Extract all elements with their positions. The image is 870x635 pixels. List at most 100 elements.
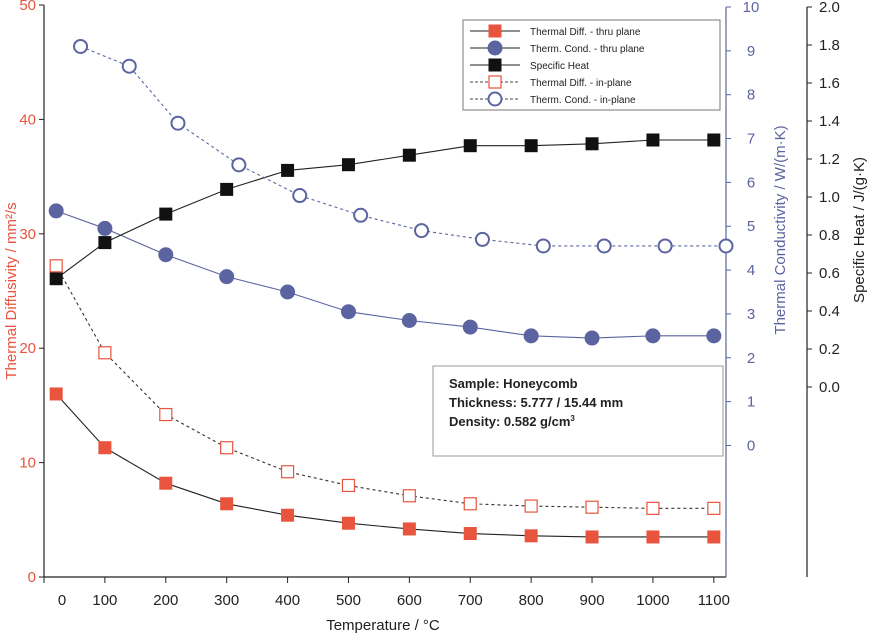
data-point <box>707 133 721 147</box>
data-point <box>402 522 416 536</box>
data-point <box>646 501 660 515</box>
y-right-tick-label: 0.2 <box>819 341 840 358</box>
x-tick-label: 200 <box>153 592 178 609</box>
y-mid-tick-label: 3 <box>747 306 755 323</box>
data-point <box>657 238 673 254</box>
y-left-tick-label: 10 <box>19 455 36 472</box>
data-point <box>462 319 478 335</box>
y-mid-tick-label: 0 <box>747 437 755 454</box>
data-point <box>98 441 112 455</box>
sample-info-box: Sample: Honeycomb Thickness: 5.777 / 15.… <box>432 365 724 457</box>
y-left-tick-label: 20 <box>19 340 36 357</box>
data-point <box>280 284 296 300</box>
data-point <box>596 238 612 254</box>
x-tick-label: 700 <box>458 592 483 609</box>
data-point <box>121 58 137 74</box>
data-point <box>98 346 112 360</box>
y-right-tick-label: 1.2 <box>819 151 840 168</box>
data-point <box>292 188 308 204</box>
series-1 <box>48 203 722 346</box>
y-right-axis-title: Specific Heat / J/(g·K) <box>851 157 868 303</box>
y-right-tick-label: 2.0 <box>819 0 840 16</box>
y-mid-tick-label: 2 <box>747 350 755 367</box>
data-point <box>170 115 186 131</box>
data-point <box>463 497 477 511</box>
y-right-tick-label: 1.8 <box>819 37 840 54</box>
data-point <box>220 497 234 511</box>
y-right-tick-label: 1.0 <box>819 189 840 206</box>
y-mid-tick-label: 10 <box>743 0 760 16</box>
data-point <box>281 163 295 177</box>
data-point <box>463 139 477 153</box>
data-point <box>646 530 660 544</box>
data-point <box>49 272 63 286</box>
series-line <box>55 393 714 538</box>
density-text: Density: 0.582 g/cm <box>449 414 570 429</box>
y-left-tick-label: 0 <box>28 569 36 586</box>
data-point <box>535 238 551 254</box>
data-point <box>49 387 63 401</box>
y-right-tick-label: 1.4 <box>819 113 840 130</box>
x-axis-title: Temperature / °C <box>326 617 440 634</box>
y-right-tick-label: 1.6 <box>819 75 840 92</box>
data-point <box>645 328 661 344</box>
y-right-tick-label: 0.8 <box>819 227 840 244</box>
data-point <box>585 530 599 544</box>
legend: Thermal Diff. - thru plane Therm. Cond. -… <box>462 19 721 111</box>
data-point <box>219 269 235 285</box>
data-point <box>280 465 295 479</box>
y-mid-tick-label: 1 <box>747 394 755 411</box>
x-tick-label: 1100 <box>698 592 730 609</box>
series-4 <box>73 38 734 254</box>
data-point <box>49 259 63 273</box>
y-mid-tick-label: 7 <box>747 131 755 148</box>
data-point <box>585 500 599 514</box>
legend-label: Specific Heat <box>530 61 589 72</box>
data-point <box>707 501 721 515</box>
x-tick-label: 800 <box>519 592 544 609</box>
data-point <box>474 231 490 247</box>
x-tick-label: 100 <box>92 592 117 609</box>
y-right-tick-label: 0.6 <box>819 265 840 282</box>
series-layer <box>48 38 734 544</box>
y-left-tick-label: 50 <box>19 0 36 14</box>
data-point <box>220 182 234 196</box>
data-point <box>402 489 416 503</box>
data-point <box>646 133 660 147</box>
x-tick-label: 300 <box>214 592 239 609</box>
legend-label: Therm. Cond. - in-plane <box>530 95 636 106</box>
x-tick-label: 600 <box>397 592 422 609</box>
data-point <box>73 38 89 54</box>
data-point <box>281 508 295 522</box>
series-line <box>55 139 714 280</box>
data-point <box>707 530 721 544</box>
y-mid-tick-label: 8 <box>747 87 755 104</box>
x-tick-label: 1000 <box>636 592 669 609</box>
data-point <box>98 236 112 250</box>
y-left-tick-label: 30 <box>19 226 36 243</box>
x-tick-label: 900 <box>580 592 605 609</box>
y-mid-tick-label: 9 <box>747 43 755 60</box>
data-point <box>159 207 173 221</box>
data-point <box>718 238 734 254</box>
legend-label: Thermal Diff. - in-plane <box>530 78 632 89</box>
series-line <box>55 265 714 509</box>
data-point <box>341 478 356 493</box>
data-point <box>158 247 174 263</box>
data-point <box>231 157 247 173</box>
data-point <box>159 407 173 422</box>
sample-info-line1: Sample: Honeycomb <box>449 376 578 391</box>
sample-info-line3: Density: 0.582 g/cm3 <box>449 414 575 429</box>
data-point <box>524 499 538 513</box>
legend-marker <box>487 40 503 56</box>
data-point <box>585 137 599 151</box>
data-point <box>584 330 600 346</box>
series-2 <box>49 133 721 286</box>
y-mid-tick-label: 6 <box>747 174 755 191</box>
legend-marker <box>488 24 502 38</box>
legend-marker <box>488 75 502 89</box>
data-point <box>463 527 477 541</box>
data-point <box>524 529 538 543</box>
y-mid-axis-title: Thermal Conductivity / W/(m·K) <box>772 125 789 334</box>
density-superscript: 3 <box>570 414 575 423</box>
